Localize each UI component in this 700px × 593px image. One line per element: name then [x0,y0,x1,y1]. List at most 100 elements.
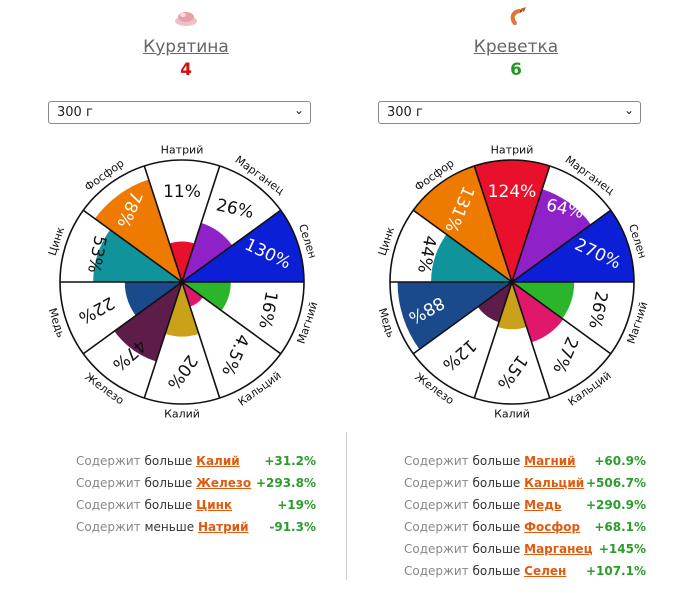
sector-divider [181,281,282,355]
nutrient-link[interactable]: Калий [196,454,240,468]
nutrient-link[interactable]: Железо [196,476,252,490]
comparison-prefix: Содержит [404,454,469,468]
value-label: 124% [488,182,537,202]
chart-wedge-0 [474,159,550,282]
chart-wedge-5 [165,282,199,337]
food-score: 6 [510,60,522,80]
chart-outline [389,159,635,405]
chart-wedge-2 [512,210,634,282]
comparison-prefix: Содержит [76,476,141,490]
shrimp-icon [510,7,526,26]
value-label: 26% [584,289,611,330]
chart-wedge-1 [512,189,591,282]
chart-wedge-9 [413,165,512,282]
comparison-word: больше [472,542,521,556]
chart-wedge-3 [182,282,231,311]
chart-wedge-0 [169,241,195,282]
category-label-0: Натрий [491,144,534,157]
column-divider [346,432,347,580]
sector-divider [181,209,282,283]
portion-select[interactable]: 300 г ⌄ [48,101,311,124]
comparison-prefix: Содержит [404,476,469,490]
comparison-text: Содержит меньше Натрий [76,520,271,534]
comparison-text: Содержит больше Медь [404,498,599,512]
chart-wedge-3 [512,282,575,319]
value-label: 26% [214,195,255,223]
chevron-down-icon: ⌄ [623,103,634,117]
comparison-word: больше [472,520,521,534]
category-label-4: Кальций [236,369,284,409]
comparison-text: Содержит больше Фосфор [404,520,599,534]
value-label: 12% [438,335,480,375]
sector-divider [511,165,551,283]
value-label: 20% [163,351,201,393]
chart-wedge-1 [182,222,233,282]
comparison-text: Содержит больше Кальций [404,476,599,490]
chevron-down-icon: ⌄ [293,103,304,117]
category-label-4: Кальций [566,369,614,409]
comparison-text: Содержит больше Калий [76,454,271,468]
nutrient-link[interactable]: Натрий [198,520,249,534]
comparison-percent: +293.8% [255,476,316,490]
chart-wedge-4 [182,282,203,307]
nutrient-link[interactable]: Цинк [196,498,233,512]
sector-divider [82,209,183,283]
portion-select[interactable]: 300 г ⌄ [378,101,641,124]
chart-wedge-4 [512,282,564,343]
sector-divider [143,165,183,283]
nutrient-link[interactable]: Марганец [524,542,593,556]
value-label: 22% [75,292,118,328]
comparison-percent: +506.7% [585,476,646,490]
sector-divider [473,165,513,283]
comparison-percent: -91.3% [269,520,316,534]
value-label: 27% [548,333,581,376]
nutrient-link[interactable]: Кальций [524,476,585,490]
value-label: 4.5% [217,331,253,379]
sector-divider [82,281,183,355]
comparison-percent: +68.1% [594,520,646,534]
comparison-prefix: Содержит [404,498,469,512]
comparison-text: Содержит больше Марганец [404,542,599,556]
comparison-text: Содержит больше Селен [404,564,599,578]
comparison-word: больше [144,476,193,490]
category-label-0: Натрий [161,144,204,157]
chart-wedge-9 [94,179,182,282]
chart-wedge-8 [431,234,512,282]
sector-divider [143,281,183,399]
comparison-prefix: Содержит [76,454,141,468]
sector-divider [412,281,513,355]
comparison-percent: +290.9% [585,498,646,512]
chart-wedge-2 [182,210,304,282]
comparison-text: Содержит больше Магний [404,454,599,468]
comparison-percent: +19% [277,498,316,512]
category-label-3: Магний [295,300,321,345]
comparison-word: меньше [144,520,195,534]
comparison-prefix: Содержит [76,498,141,512]
comparison-word: больше [472,454,521,468]
value-label: 15% [493,351,531,393]
comparison-prefix: Содержит [404,564,469,578]
food-name-link[interactable]: Креветка [473,37,559,57]
sector-divider [511,281,612,355]
sector-divider [511,281,551,399]
sector-divider [511,209,612,283]
portion-select-value: 300 г [57,105,93,120]
comparison-prefix: Содержит [404,542,469,556]
nutrient-link[interactable]: Фосфор [524,520,581,534]
nutrient-link[interactable]: Медь [524,498,562,512]
chart-wedge-7 [124,282,182,316]
sector-divider [181,165,221,283]
nutrient-link[interactable]: Селен [524,564,567,578]
food-score: 4 [180,60,192,80]
comparison-word: больше [144,454,193,468]
comparison-percent: +107.1% [585,564,646,578]
chart-wedge-7 [397,282,512,350]
comparison-word: больше [144,498,193,512]
food-name-link[interactable]: Курятина [143,37,229,57]
nutrient-link[interactable]: Магний [524,454,576,468]
value-label: 16% [254,289,281,330]
comparison-prefix: Содержит [404,520,469,534]
chart-wedge-5 [497,282,527,330]
